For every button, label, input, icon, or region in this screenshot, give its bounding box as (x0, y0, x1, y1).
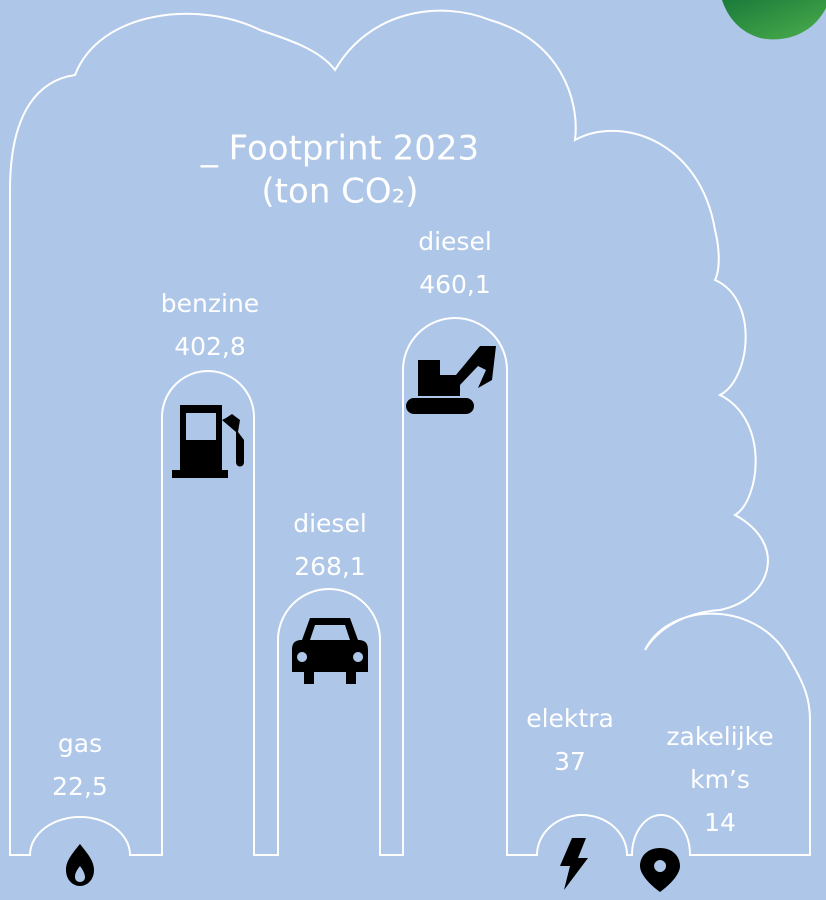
item-label: diesel (293, 509, 367, 538)
item-value: 268,1 (294, 552, 366, 581)
item-value: 402,8 (174, 332, 246, 361)
pin-icon (640, 848, 680, 892)
excavator-icon (406, 346, 496, 414)
item-label: km’s (690, 765, 750, 794)
unit: (ton CO₂) (261, 172, 418, 212)
icons (66, 346, 680, 892)
cloud-outline (9, 9, 811, 856)
item-value: 37 (554, 747, 586, 776)
fuel-pump-icon (172, 405, 244, 478)
item-value: 14 (704, 808, 736, 837)
flame-icon (66, 844, 94, 886)
item-label: benzine (161, 289, 259, 318)
item-label: elektra (526, 704, 614, 733)
lightning-icon (560, 838, 588, 890)
item-label: zakelijke (666, 722, 773, 751)
item-label: gas (58, 729, 102, 758)
leaf (722, 0, 826, 40)
car-icon (292, 618, 368, 684)
item-value: 22,5 (52, 772, 108, 801)
title: _ Footprint 2023 (200, 129, 479, 169)
item-label: diesel (418, 227, 492, 256)
item-value: 460,1 (419, 270, 491, 299)
